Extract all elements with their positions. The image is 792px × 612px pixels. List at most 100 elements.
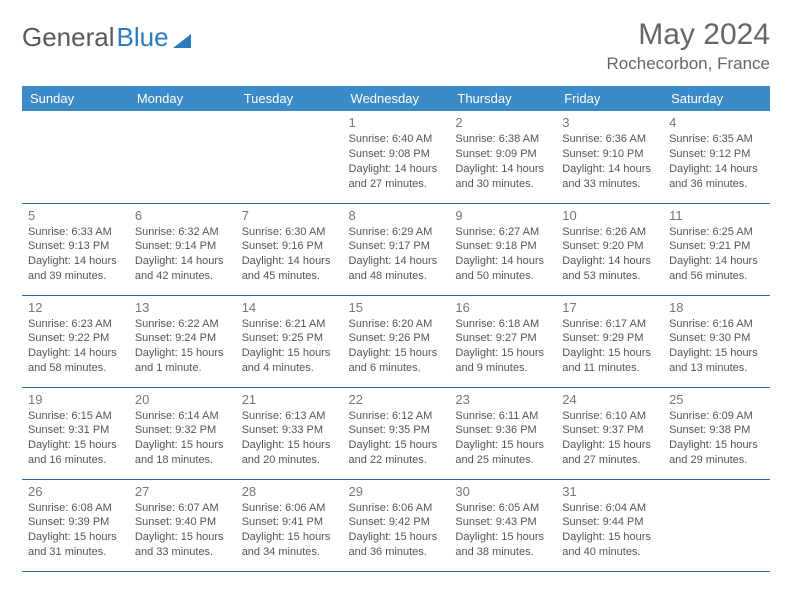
calendar-day-cell: 28 Sunrise: 6:06 AMSunset: 9:41 PMDayligh… bbox=[236, 479, 343, 571]
calendar-week-row: 19 Sunrise: 6:15 AMSunset: 9:31 PMDayligh… bbox=[22, 387, 770, 479]
calendar-day-cell: 3 Sunrise: 6:36 AMSunset: 9:10 PMDaylight… bbox=[556, 111, 663, 203]
day-number: 9 bbox=[455, 208, 550, 223]
day-number: 17 bbox=[562, 300, 657, 315]
day-number: 8 bbox=[349, 208, 444, 223]
calendar-day-cell: 21Sunrise: 6:13 AMSunset: 9:33 PMDayligh… bbox=[236, 387, 343, 479]
day-number: 13 bbox=[135, 300, 230, 315]
day-info: Sunrise: 6:25 AMSunset: 9:21 PMDaylight:… bbox=[669, 225, 764, 284]
calendar-week-row: 12 Sunrise: 6:23 AMSunset: 9:22 PMDayligh… bbox=[22, 295, 770, 387]
day-info: Sunrise: 6:33 AMSunset: 9:13 PMDaylight:… bbox=[28, 225, 123, 284]
calendar-day-cell: 30Sunrise: 6:05 AMSunset: 9:43 PMDayligh… bbox=[449, 479, 556, 571]
day-info: Sunrise: 6:08 AMSunset: 9:39 PMDaylight:… bbox=[28, 501, 123, 560]
calendar-week-row: 1Sunrise: 6:40 AMSunset: 9:08 PMDaylight… bbox=[22, 111, 770, 203]
calendar-week-row: 5Sunrise: 6:33 AMSunset: 9:13 PMDaylight… bbox=[22, 203, 770, 295]
day-number: 15 bbox=[349, 300, 444, 315]
day-info: Sunrise: 6:29 AMSunset: 9:17 PMDaylight:… bbox=[349, 225, 444, 284]
calendar-day-cell: 25Sunrise: 6:09 AMSunset: 9:38 PMDayligh… bbox=[663, 387, 770, 479]
brand-part2: Blue bbox=[117, 22, 169, 53]
day-number: 29 bbox=[349, 484, 444, 499]
day-number: 19 bbox=[28, 392, 123, 407]
day-number: 3 bbox=[562, 115, 657, 130]
day-number: 24 bbox=[562, 392, 657, 407]
day-header: Wednesday bbox=[343, 86, 450, 111]
month-title: May 2024 bbox=[607, 18, 770, 52]
calendar-day-cell: 22Sunrise: 6:12 AMSunset: 9:35 PMDayligh… bbox=[343, 387, 450, 479]
calendar-day-cell bbox=[22, 111, 129, 203]
day-info: Sunrise: 6:15 AMSunset: 9:31 PMDaylight:… bbox=[28, 409, 123, 468]
day-info: Sunrise: 6:21 AMSunset: 9:25 PMDaylight:… bbox=[242, 317, 337, 376]
day-info: Sunrise: 6:30 AMSunset: 9:16 PMDaylight:… bbox=[242, 225, 337, 284]
day-info: Sunrise: 6:32 AMSunset: 9:14 PMDaylight:… bbox=[135, 225, 230, 284]
day-info: Sunrise: 6:07 AMSunset: 9:40 PMDaylight:… bbox=[135, 501, 230, 560]
calendar-day-cell: 6Sunrise: 6:32 AMSunset: 9:14 PMDaylight… bbox=[129, 203, 236, 295]
calendar-day-cell: 13 Sunrise: 6:22 AMSunset: 9:24 PMDayligh… bbox=[129, 295, 236, 387]
day-info: Sunrise: 6:22 AMSunset: 9:24 PMDaylight:… bbox=[135, 317, 230, 376]
day-info: Sunrise: 6:10 AMSunset: 9:37 PMDaylight:… bbox=[562, 409, 657, 468]
day-info: Sunrise: 6:38 AMSunset: 9:09 PMDaylight:… bbox=[455, 132, 550, 191]
calendar-day-cell: 17 Sunrise: 6:17 AMSunset: 9:29 PMDayligh… bbox=[556, 295, 663, 387]
day-number: 26 bbox=[28, 484, 123, 499]
day-number: 30 bbox=[455, 484, 550, 499]
day-number: 25 bbox=[669, 392, 764, 407]
calendar-day-cell: 4 Sunrise: 6:35 AMSunset: 9:12 PMDaylight… bbox=[663, 111, 770, 203]
day-info: Sunrise: 6:17 AMSunset: 9:29 PMDaylight:… bbox=[562, 317, 657, 376]
day-info: Sunrise: 6:11 AMSunset: 9:36 PMDaylight:… bbox=[455, 409, 550, 468]
calendar-day-cell bbox=[663, 479, 770, 571]
calendar-day-cell: 14 Sunrise: 6:21 AMSunset: 9:25 PMDayligh… bbox=[236, 295, 343, 387]
calendar-day-cell: 18Sunrise: 6:16 AMSunset: 9:30 PMDayligh… bbox=[663, 295, 770, 387]
day-info: Sunrise: 6:36 AMSunset: 9:10 PMDaylight:… bbox=[562, 132, 657, 191]
calendar-day-cell: 9 Sunrise: 6:27 AMSunset: 9:18 PMDaylight… bbox=[449, 203, 556, 295]
day-header: Sunday bbox=[22, 86, 129, 111]
brand-logo: GeneralBlue bbox=[22, 18, 191, 53]
day-number: 4 bbox=[669, 115, 764, 130]
calendar-day-cell: 8 Sunrise: 6:29 AMSunset: 9:17 PMDaylight… bbox=[343, 203, 450, 295]
logo-mark-icon bbox=[173, 34, 191, 48]
day-number: 10 bbox=[562, 208, 657, 223]
calendar-day-cell: 29 Sunrise: 6:06 AMSunset: 9:42 PMDayligh… bbox=[343, 479, 450, 571]
day-info: Sunrise: 6:04 AMSunset: 9:44 PMDaylight:… bbox=[562, 501, 657, 560]
calendar-day-cell: 7 Sunrise: 6:30 AMSunset: 9:16 PMDaylight… bbox=[236, 203, 343, 295]
calendar-day-cell: 1Sunrise: 6:40 AMSunset: 9:08 PMDaylight… bbox=[343, 111, 450, 203]
day-info: Sunrise: 6:35 AMSunset: 9:12 PMDaylight:… bbox=[669, 132, 764, 191]
day-info: Sunrise: 6:40 AMSunset: 9:08 PMDaylight:… bbox=[349, 132, 444, 191]
day-info: Sunrise: 6:27 AMSunset: 9:18 PMDaylight:… bbox=[455, 225, 550, 284]
calendar-day-cell: 31 Sunrise: 6:04 AMSunset: 9:44 PMDayligh… bbox=[556, 479, 663, 571]
header: GeneralBlue May 2024 Rochecorbon, France bbox=[22, 18, 770, 74]
day-info: Sunrise: 6:20 AMSunset: 9:26 PMDaylight:… bbox=[349, 317, 444, 376]
location-label: Rochecorbon, France bbox=[607, 54, 770, 74]
day-header: Monday bbox=[129, 86, 236, 111]
calendar-day-cell: 15 Sunrise: 6:20 AMSunset: 9:26 PMDayligh… bbox=[343, 295, 450, 387]
calendar-week-row: 26 Sunrise: 6:08 AMSunset: 9:39 PMDayligh… bbox=[22, 479, 770, 571]
day-header: Thursday bbox=[449, 86, 556, 111]
calendar-day-cell: 11 Sunrise: 6:25 AMSunset: 9:21 PMDayligh… bbox=[663, 203, 770, 295]
day-number: 14 bbox=[242, 300, 337, 315]
day-number: 12 bbox=[28, 300, 123, 315]
day-info: Sunrise: 6:06 AMSunset: 9:42 PMDaylight:… bbox=[349, 501, 444, 560]
day-number: 28 bbox=[242, 484, 337, 499]
brand-part1: General bbox=[22, 22, 115, 53]
calendar-day-cell: 26 Sunrise: 6:08 AMSunset: 9:39 PMDayligh… bbox=[22, 479, 129, 571]
calendar-day-cell: 5Sunrise: 6:33 AMSunset: 9:13 PMDaylight… bbox=[22, 203, 129, 295]
calendar-day-cell: 19 Sunrise: 6:15 AMSunset: 9:31 PMDayligh… bbox=[22, 387, 129, 479]
day-info: Sunrise: 6:06 AMSunset: 9:41 PMDaylight:… bbox=[242, 501, 337, 560]
day-number: 7 bbox=[242, 208, 337, 223]
calendar-day-cell: 27Sunrise: 6:07 AMSunset: 9:40 PMDayligh… bbox=[129, 479, 236, 571]
calendar-day-cell: 10 Sunrise: 6:26 AMSunset: 9:20 PMDayligh… bbox=[556, 203, 663, 295]
day-header: Tuesday bbox=[236, 86, 343, 111]
day-number: 20 bbox=[135, 392, 230, 407]
day-number: 11 bbox=[669, 208, 764, 223]
calendar-day-cell bbox=[129, 111, 236, 203]
day-number: 21 bbox=[242, 392, 337, 407]
calendar-day-cell: 2 Sunrise: 6:38 AMSunset: 9:09 PMDaylight… bbox=[449, 111, 556, 203]
day-header-row: SundayMondayTuesdayWednesdayThursdayFrid… bbox=[22, 86, 770, 111]
day-info: Sunrise: 6:26 AMSunset: 9:20 PMDaylight:… bbox=[562, 225, 657, 284]
day-number: 23 bbox=[455, 392, 550, 407]
day-number: 16 bbox=[455, 300, 550, 315]
day-info: Sunrise: 6:18 AMSunset: 9:27 PMDaylight:… bbox=[455, 317, 550, 376]
day-number: 31 bbox=[562, 484, 657, 499]
day-number: 2 bbox=[455, 115, 550, 130]
title-block: May 2024 Rochecorbon, France bbox=[607, 18, 770, 74]
day-info: Sunrise: 6:23 AMSunset: 9:22 PMDaylight:… bbox=[28, 317, 123, 376]
calendar-day-cell: 20Sunrise: 6:14 AMSunset: 9:32 PMDayligh… bbox=[129, 387, 236, 479]
day-info: Sunrise: 6:12 AMSunset: 9:35 PMDaylight:… bbox=[349, 409, 444, 468]
